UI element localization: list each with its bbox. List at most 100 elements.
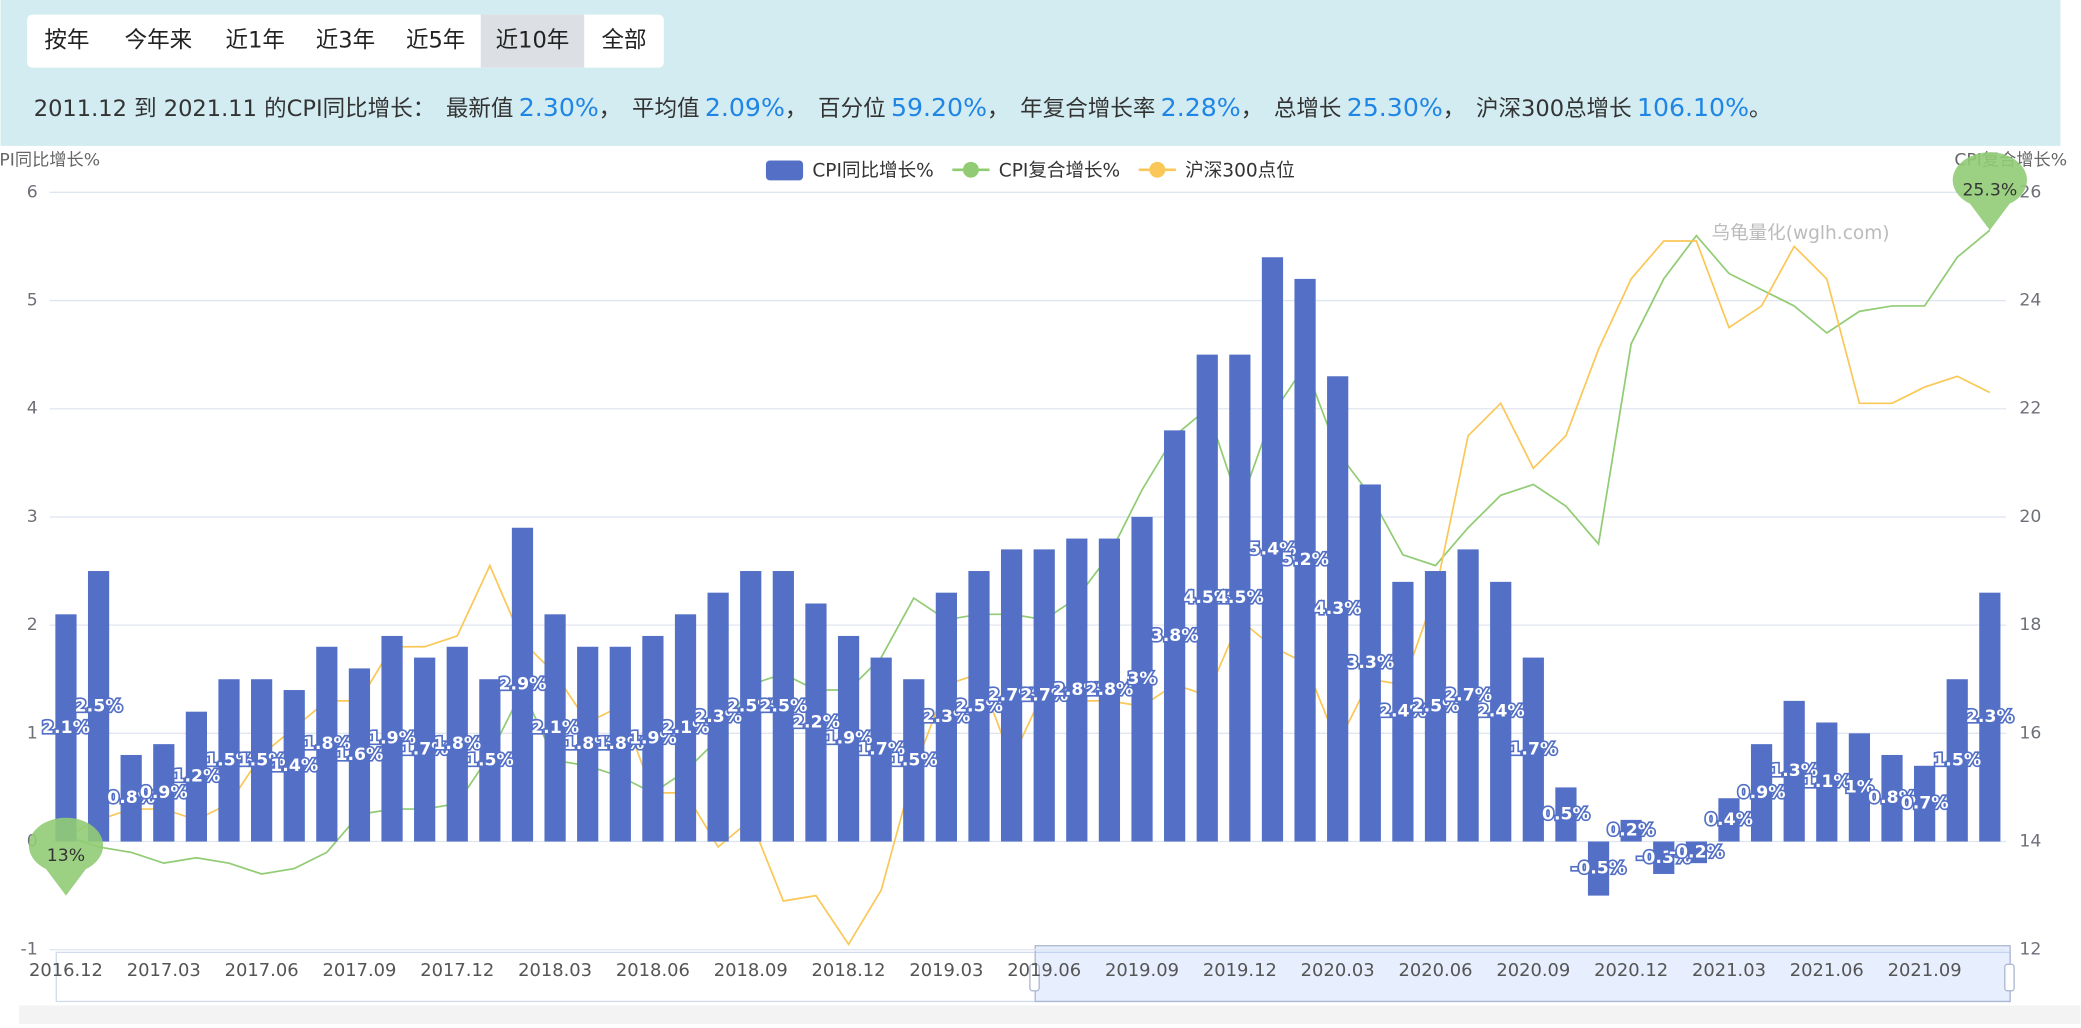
bar [772, 571, 794, 842]
data-label: 0.9% [140, 783, 188, 803]
data-label: 1% [1845, 777, 1874, 797]
bar [316, 646, 338, 842]
bar [1294, 278, 1316, 842]
data-label: 2.4% [1477, 702, 1525, 722]
stat-sep: ， [1241, 95, 1264, 121]
range-button[interactable]: 近5年 [406, 28, 465, 54]
range-button[interactable]: 全部 [601, 28, 646, 54]
y-tick-label: 5 [27, 291, 38, 311]
data-label: 0.5% [1542, 804, 1590, 824]
data-label: 0.4% [1705, 810, 1753, 830]
bar [511, 527, 534, 842]
scroll-strip [19, 1005, 2081, 1024]
bar [1164, 430, 1186, 842]
data-label: 1.5% [1933, 750, 1981, 770]
bar [1914, 765, 1936, 842]
data-label: -0.3% [1636, 848, 1691, 868]
data-label: 1.7% [1509, 740, 1557, 760]
y-tick-label: 4 [27, 399, 38, 419]
watermark: 乌龟量化(wglh.com) [1712, 223, 1890, 244]
data-label: 0.8% [1868, 788, 1916, 808]
y2-tick-label: 16 [2019, 723, 2041, 743]
range-button[interactable]: 按年 [44, 28, 89, 54]
stat-label: 平均值 [632, 95, 700, 121]
bar [1327, 376, 1349, 842]
x-tick-label: 2021.09 [1888, 960, 1962, 981]
range-button[interactable]: 今年来 [125, 28, 193, 54]
data-label: 4.3% [1314, 599, 1362, 619]
y-tick-label: 3 [27, 507, 38, 527]
data-label: 3.3% [1346, 653, 1394, 673]
bar [1587, 841, 1610, 896]
x-tick-label: 2017.12 [420, 960, 494, 981]
bar [544, 614, 566, 842]
x-tick-label: 2019.06 [1007, 960, 1081, 981]
data-label: 2.7% [988, 685, 1036, 705]
stat-sep: ， [785, 95, 808, 121]
data-label: 2.8% [1086, 680, 1134, 700]
legend-label[interactable]: CPI复合增长% [999, 161, 1120, 182]
range-button[interactable]: 近10年 [496, 28, 570, 54]
data-label: 1.5% [238, 750, 286, 770]
bar [609, 646, 631, 842]
stat-sep: ， [1443, 95, 1466, 121]
legend-label[interactable]: CPI同比增长% [812, 161, 933, 182]
y2-tick-label: 24 [2019, 291, 2041, 311]
button-selected-bg [480, 14, 585, 68]
y2-tick-label: 22 [2019, 399, 2041, 419]
bar [1033, 549, 1055, 842]
data-label: 5.2% [1281, 550, 1329, 570]
bar [1424, 571, 1447, 842]
bar [185, 711, 208, 842]
stat-sep: 。 [1749, 95, 1772, 121]
x-tick-label: 2019.09 [1105, 960, 1179, 981]
data-label: 1.2% [172, 767, 220, 787]
x-tick-label: 2019.12 [1203, 960, 1277, 981]
x-tick-label: 2017.06 [225, 960, 299, 981]
stat-label: 百分位 [818, 95, 886, 121]
data-label: 2.7% [1020, 685, 1068, 705]
y-axis-title: CPI同比增长% [0, 150, 100, 170]
data-label: 1.8% [303, 734, 351, 754]
data-label: 1.6% [336, 745, 384, 765]
bar [1816, 722, 1838, 842]
data-label: 2.5% [955, 696, 1003, 716]
data-label: 2.5% [727, 696, 775, 716]
data-label: 2.3% [694, 707, 742, 727]
data-label: 1.8% [564, 734, 612, 754]
data-label: 2.3% [1966, 707, 2014, 727]
summary-prefix: 2011.12 到 2021.11 的CPI同比增长： [34, 95, 436, 121]
y2-tick-label: 12 [2019, 940, 2041, 960]
zoom-handle[interactable] [2004, 963, 2015, 992]
data-label: 2.5% [75, 696, 123, 716]
data-label: 1.5% [205, 750, 253, 770]
stat-value: 2.30% [519, 93, 599, 122]
bar [283, 690, 305, 842]
data-label: 2.5% [1412, 696, 1460, 716]
bar [1261, 257, 1284, 842]
legend-label[interactable]: 沪深300点位 [1185, 161, 1295, 182]
range-button[interactable]: 近1年 [226, 28, 285, 54]
data-label: 1.4% [270, 756, 318, 776]
legend-swatch [765, 160, 804, 181]
bar [1098, 538, 1121, 842]
x-tick-label: 2021.03 [1692, 960, 1766, 981]
data-label: 2.3% [922, 707, 970, 727]
x-tick-label: 2020.06 [1399, 960, 1473, 981]
bar [1131, 516, 1153, 842]
stat-label: 沪深300总增长 [1476, 95, 1632, 121]
bar [1359, 484, 1381, 842]
bar [1783, 700, 1805, 842]
zoom-handle[interactable] [1029, 963, 1040, 992]
range-button[interactable]: 近3年 [316, 28, 375, 54]
x-tick-label: 2018.12 [812, 960, 886, 981]
bar [1848, 733, 1871, 842]
x-tick-label: 2019.03 [909, 960, 983, 981]
data-label: 2.1% [531, 718, 579, 738]
data-label: 0.9% [1738, 783, 1786, 803]
data-label: 2.8% [1053, 680, 1101, 700]
data-label: 1.9% [629, 729, 677, 749]
stat-value: 59.20% [891, 93, 987, 122]
bar [740, 571, 762, 842]
data-label: 1.5% [890, 750, 938, 770]
